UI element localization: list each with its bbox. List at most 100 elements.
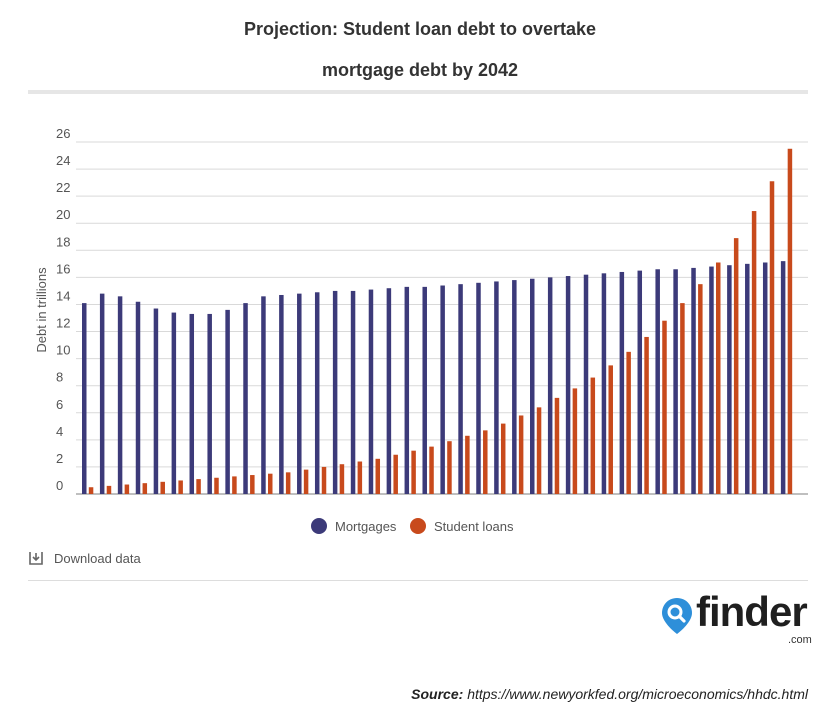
legend-item-mortgages[interactable]: Mortgages xyxy=(311,518,396,534)
bar-student-loans[interactable] xyxy=(751,211,757,495)
bar-student-loans[interactable] xyxy=(733,238,739,494)
bar-student-loans[interactable] xyxy=(626,351,631,494)
bar-mortgages[interactable] xyxy=(368,289,374,494)
bar-student-loans[interactable] xyxy=(429,446,434,494)
bar-mortgages[interactable] xyxy=(314,292,320,494)
bar-student-loans[interactable] xyxy=(769,181,775,494)
bar-student-loans[interactable] xyxy=(160,481,165,494)
bar-student-loans[interactable] xyxy=(465,435,470,494)
bar-student-loans[interactable] xyxy=(411,450,416,494)
bar-student-loans[interactable] xyxy=(680,303,685,494)
legend-label-student-loans: Student loans xyxy=(434,518,514,534)
bar-student-loans[interactable] xyxy=(178,480,183,494)
bar-student-loans[interactable] xyxy=(483,430,488,494)
y-tick-label: 18 xyxy=(56,234,70,249)
bar-student-loans[interactable] xyxy=(232,476,237,494)
bar-student-loans[interactable] xyxy=(716,262,721,494)
y-tick-label: 16 xyxy=(56,261,70,276)
bar-student-loans[interactable] xyxy=(268,473,273,494)
bar-mortgages[interactable] xyxy=(762,262,768,494)
bar-mortgages[interactable] xyxy=(458,284,463,494)
bar-mortgages[interactable] xyxy=(530,278,535,494)
bars xyxy=(82,148,793,495)
bar-student-loans[interactable] xyxy=(644,336,649,494)
bar-mortgages[interactable] xyxy=(332,290,338,494)
bar-student-loans[interactable] xyxy=(447,441,452,494)
bar-student-loans[interactable] xyxy=(214,477,219,494)
legend-marker-mortgages xyxy=(311,518,327,534)
download-data-button[interactable]: Download data xyxy=(28,550,141,566)
y-tick-label: 6 xyxy=(56,397,63,412)
bar-mortgages[interactable] xyxy=(297,293,302,494)
bar-mortgages[interactable] xyxy=(440,285,445,494)
bar-student-loans[interactable] xyxy=(106,485,112,494)
bar-mortgages[interactable] xyxy=(565,276,571,494)
finder-logo[interactable]: finder .com xyxy=(660,588,812,652)
y-tick-label: 12 xyxy=(56,316,70,331)
bar-mortgages[interactable] xyxy=(404,286,410,494)
bar-student-loans[interactable] xyxy=(518,415,524,494)
bar-student-loans[interactable] xyxy=(196,479,201,494)
bar-mortgages[interactable] xyxy=(601,273,607,494)
bar-student-loans[interactable] xyxy=(787,148,793,494)
finder-logo-suffix: .com xyxy=(788,634,812,646)
bar-student-loans[interactable] xyxy=(303,469,309,494)
bar-student-loans[interactable] xyxy=(285,472,291,494)
bar-mortgages[interactable] xyxy=(637,270,643,494)
bar-mortgages[interactable] xyxy=(99,293,105,494)
bar-mortgages[interactable] xyxy=(709,266,714,494)
bar-mortgages[interactable] xyxy=(619,271,625,494)
bar-mortgages[interactable] xyxy=(386,288,392,494)
bar-mortgages[interactable] xyxy=(82,303,87,494)
bar-mortgages[interactable] xyxy=(225,309,230,494)
bar-student-loans[interactable] xyxy=(572,388,578,494)
bar-student-loans[interactable] xyxy=(662,320,667,494)
bar-student-loans[interactable] xyxy=(393,454,398,494)
bar-student-loans[interactable] xyxy=(357,461,363,494)
bar-mortgages[interactable] xyxy=(745,263,750,494)
bar-mortgages[interactable] xyxy=(422,286,427,494)
bar-student-loans[interactable] xyxy=(590,377,596,494)
bar-student-loans[interactable] xyxy=(250,475,255,494)
bar-mortgages[interactable] xyxy=(476,282,481,494)
bar-mortgages[interactable] xyxy=(547,277,553,494)
y-tick-label: 24 xyxy=(56,153,70,168)
bar-mortgages[interactable] xyxy=(243,303,248,494)
y-tick-label: 0 xyxy=(56,478,63,493)
bar-mortgages[interactable] xyxy=(153,308,159,494)
bar-mortgages[interactable] xyxy=(207,313,212,494)
bar-student-loans[interactable] xyxy=(321,466,327,494)
bar-mortgages[interactable] xyxy=(673,269,678,494)
bar-mortgages[interactable] xyxy=(512,280,517,494)
bar-student-loans[interactable] xyxy=(698,284,703,494)
bar-mortgages[interactable] xyxy=(117,296,123,494)
bar-mortgages[interactable] xyxy=(279,294,284,494)
bar-student-loans[interactable] xyxy=(88,487,94,494)
bar-mortgages[interactable] xyxy=(189,313,195,494)
bar-mortgages[interactable] xyxy=(171,312,177,494)
bar-mortgages[interactable] xyxy=(494,281,499,494)
bar-mortgages[interactable] xyxy=(583,274,589,494)
bar-student-loans[interactable] xyxy=(608,365,613,494)
bar-mortgages[interactable] xyxy=(727,265,732,494)
source-label: Source: xyxy=(411,686,464,702)
bar-student-loans[interactable] xyxy=(124,484,130,494)
bar-student-loans[interactable] xyxy=(500,423,506,494)
bar-student-loans[interactable] xyxy=(375,458,381,494)
bar-student-loans[interactable] xyxy=(339,464,345,494)
bar-mortgages[interactable] xyxy=(261,296,266,494)
bar-mortgages[interactable] xyxy=(135,301,141,494)
bar-student-loans[interactable] xyxy=(142,483,148,494)
y-tick-label: 22 xyxy=(56,180,70,195)
y-tick-label: 14 xyxy=(56,288,70,303)
bar-student-loans[interactable] xyxy=(554,397,560,494)
legend-item-student-loans[interactable]: Student loans xyxy=(410,518,514,534)
bar-student-loans[interactable] xyxy=(536,407,542,494)
bar-mortgages[interactable] xyxy=(350,290,356,494)
bar-mortgages[interactable] xyxy=(691,267,696,494)
bar-mortgages[interactable] xyxy=(655,269,660,494)
bar-mortgages[interactable] xyxy=(780,261,786,494)
download-data-label: Download data xyxy=(54,550,141,566)
